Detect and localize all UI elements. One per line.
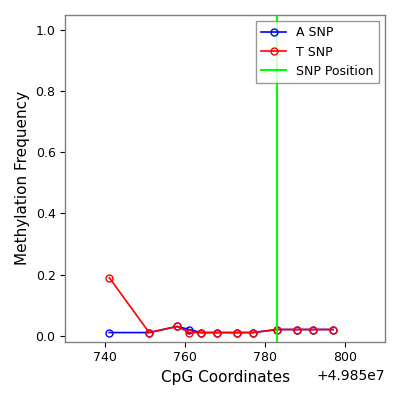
T SNP: [199, 330, 204, 335]
T SNP: [251, 330, 256, 335]
Y-axis label: Methylation Frequency: Methylation Frequency: [15, 91, 30, 266]
Legend: A SNP, T SNP, SNP Position: A SNP, T SNP, SNP Position: [256, 21, 379, 83]
A SNP: [199, 330, 204, 335]
T SNP: [147, 330, 152, 335]
A SNP: [147, 330, 152, 335]
X-axis label: CpG Coordinates: CpG Coordinates: [160, 370, 290, 385]
A SNP: [311, 327, 316, 332]
T SNP: [215, 330, 220, 335]
A SNP: [107, 330, 112, 335]
A SNP: [235, 330, 240, 335]
T SNP: [331, 327, 336, 332]
A SNP: [175, 324, 180, 329]
A SNP: [275, 327, 280, 332]
Line: T SNP: T SNP: [106, 274, 336, 336]
T SNP: [311, 327, 316, 332]
T SNP: [275, 327, 280, 332]
T SNP: [235, 330, 240, 335]
Line: A SNP: A SNP: [106, 323, 336, 336]
A SNP: [331, 327, 336, 332]
A SNP: [215, 330, 220, 335]
T SNP: [187, 330, 192, 335]
T SNP: [175, 324, 180, 329]
A SNP: [295, 327, 300, 332]
A SNP: [251, 330, 256, 335]
T SNP: [107, 275, 112, 280]
A SNP: [187, 327, 192, 332]
T SNP: [295, 327, 300, 332]
